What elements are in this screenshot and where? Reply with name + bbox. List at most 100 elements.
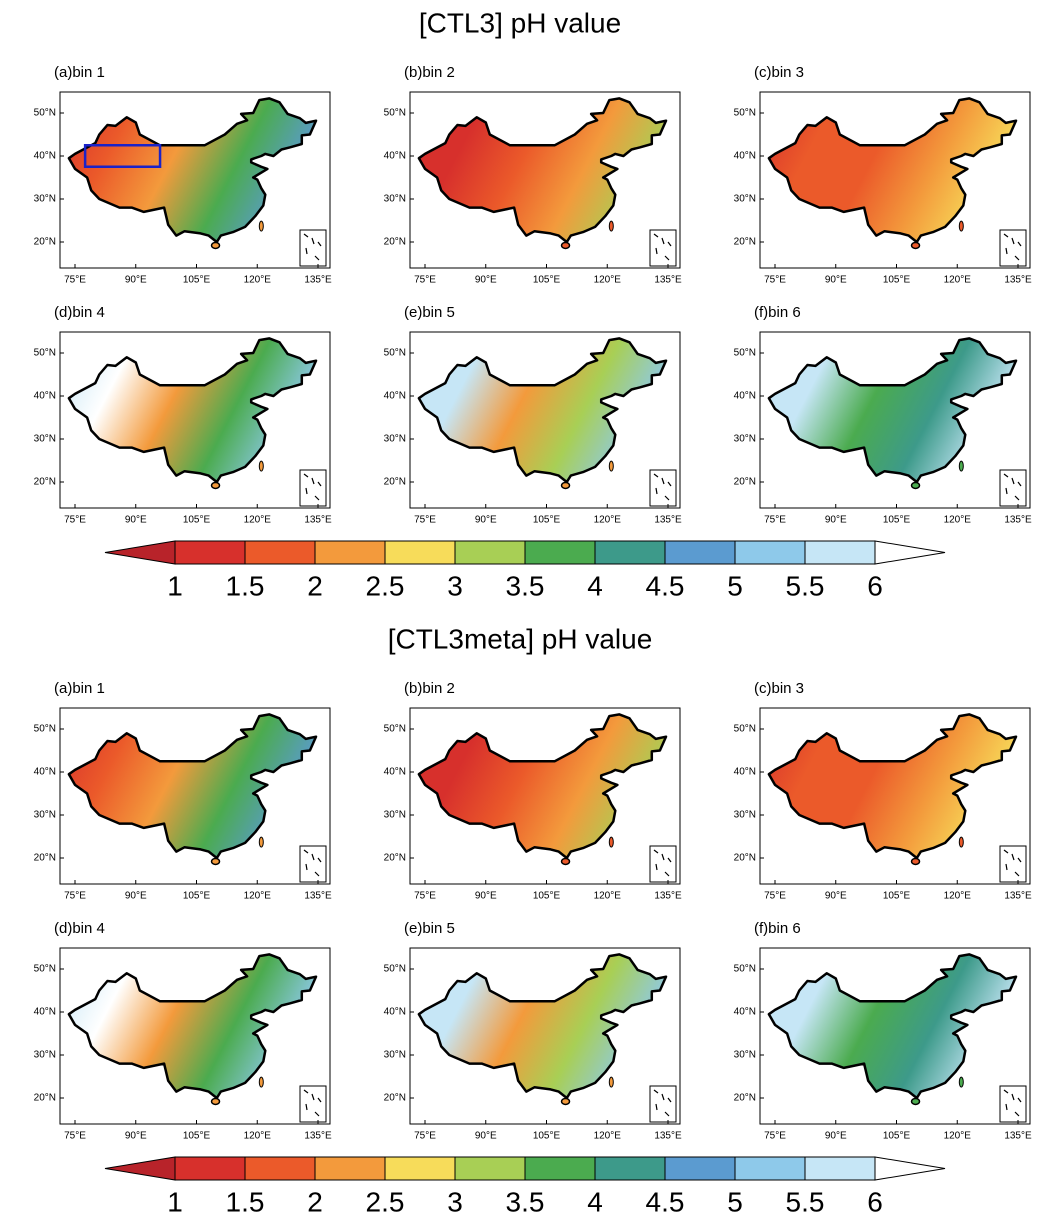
colorbar-label: 4 — [587, 570, 603, 601]
lon-tick-label: 135°E — [1004, 275, 1032, 286]
colorbar-box — [244, 1156, 316, 1181]
inset-islands — [653, 233, 672, 261]
lon-tick-label: 90°E — [825, 275, 847, 286]
colorbar-label: 3.5 — [506, 1186, 545, 1216]
panel-label: (f)bin 6 — [754, 304, 801, 321]
hainan — [210, 481, 221, 490]
lat-tick-label: 20°N — [384, 1093, 406, 1104]
china-map — [417, 337, 668, 484]
colorbar-low — [104, 540, 176, 565]
colorbar-box — [314, 1156, 386, 1181]
lon-tick-label: 75°E — [764, 515, 786, 526]
lon-tick-label: 120°E — [244, 891, 272, 902]
inset-islands — [1003, 849, 1022, 877]
lon-tick-label: 90°E — [825, 891, 847, 902]
hainan — [210, 1097, 221, 1106]
lat-tick-label: 20°N — [34, 1093, 56, 1104]
lat-tick-label: 40°N — [34, 1007, 56, 1018]
lon-tick-label: 105°E — [883, 515, 911, 526]
colorbar-box — [174, 540, 246, 565]
lon-tick-label: 105°E — [883, 891, 911, 902]
lon-tick-label: 120°E — [944, 275, 972, 286]
colorbar-label: 2.5 — [366, 1186, 405, 1216]
map-panel: (c)bin 3 50°N 40°N 30°N 20°N 75°E 90°E 105°E 120… — [734, 64, 1032, 286]
lon-tick-label: 105°E — [533, 515, 561, 526]
lon-tick-label: 105°E — [183, 891, 211, 902]
lon-tick-label: 135°E — [654, 1131, 682, 1142]
lat-tick-label: 40°N — [734, 391, 756, 402]
hainan — [910, 857, 921, 866]
map-panel: (f)bin 6 50°N 40°N 30°N 20°N 75°E 90°E 105°E 120… — [734, 304, 1032, 526]
lon-tick-label: 75°E — [64, 515, 86, 526]
china-map — [417, 953, 668, 1100]
panel-label: (a)bin 1 — [54, 64, 105, 81]
taiwan — [258, 836, 264, 848]
lon-tick-label: 135°E — [304, 891, 332, 902]
inset-box — [999, 229, 1027, 267]
taiwan — [608, 220, 614, 232]
panel-label: (e)bin 5 — [404, 920, 455, 937]
colorbar-box — [664, 1156, 736, 1181]
lon-tick-label: 120°E — [594, 891, 622, 902]
lat-tick-label: 20°N — [734, 1093, 756, 1104]
lat-tick-label: 50°N — [384, 964, 406, 975]
lon-tick-label: 135°E — [654, 275, 682, 286]
china-map — [767, 953, 1018, 1100]
lon-tick-label: 75°E — [64, 1131, 86, 1142]
lon-tick-label: 90°E — [125, 891, 147, 902]
colorbar-label: 3 — [447, 570, 463, 601]
colorbar-label: 1 — [167, 570, 183, 601]
colorbar-box — [384, 540, 456, 565]
hainan — [910, 481, 921, 490]
hainan — [910, 241, 921, 250]
lon-tick-label: 105°E — [533, 891, 561, 902]
panel-label: (a)bin 1 — [54, 680, 105, 697]
lat-tick-label: 50°N — [734, 108, 756, 119]
lat-tick-label: 30°N — [734, 194, 756, 205]
taiwan — [958, 1076, 964, 1088]
colorbar-label: 2 — [307, 1186, 323, 1216]
lat-tick-label: 40°N — [384, 1007, 406, 1018]
lon-tick-label: 120°E — [594, 515, 622, 526]
lat-tick-label: 50°N — [384, 108, 406, 119]
lon-tick-label: 90°E — [475, 515, 497, 526]
lat-tick-label: 50°N — [34, 348, 56, 359]
colorbar-box — [594, 1156, 666, 1181]
hainan — [210, 241, 221, 250]
colorbar-label: 3 — [447, 1186, 463, 1216]
lon-tick-label: 135°E — [304, 275, 332, 286]
lat-tick-label: 50°N — [384, 724, 406, 735]
lat-tick-label: 30°N — [34, 1050, 56, 1061]
lat-tick-label: 30°N — [34, 194, 56, 205]
map-panel: (f)bin 6 50°N 40°N 30°N 20°N 75°E 90°E 105°E 120… — [734, 920, 1032, 1142]
lon-tick-label: 120°E — [944, 891, 972, 902]
inset-islands — [303, 473, 322, 501]
taiwan — [608, 1076, 614, 1088]
lon-tick-label: 75°E — [64, 275, 86, 286]
lat-tick-label: 50°N — [734, 348, 756, 359]
panel-label: (c)bin 3 — [754, 64, 804, 81]
region-box — [83, 144, 162, 168]
inset-box — [649, 229, 677, 267]
lon-tick-label: 135°E — [1004, 1131, 1032, 1142]
colorbar-box — [174, 1156, 246, 1181]
lat-tick-label: 30°N — [734, 1050, 756, 1061]
map-panel: (e)bin 5 50°N 40°N 30°N 20°N 75°E 90°E 105°E 120… — [384, 304, 682, 526]
china-map — [67, 953, 318, 1100]
colorbar-label: 4.5 — [646, 1186, 685, 1216]
taiwan — [958, 460, 964, 472]
inset-box — [299, 229, 327, 267]
inset-islands — [1003, 233, 1022, 261]
lat-tick-label: 50°N — [384, 348, 406, 359]
taiwan — [258, 1076, 264, 1088]
lat-tick-label: 30°N — [384, 194, 406, 205]
lat-tick-label: 40°N — [734, 767, 756, 778]
lat-tick-label: 40°N — [34, 767, 56, 778]
lat-tick-label: 20°N — [384, 477, 406, 488]
lon-tick-label: 105°E — [883, 1131, 911, 1142]
inset-islands — [303, 233, 322, 261]
lat-tick-label: 50°N — [734, 964, 756, 975]
lat-tick-label: 30°N — [734, 810, 756, 821]
lat-tick-label: 40°N — [734, 1007, 756, 1018]
hainan — [560, 241, 571, 250]
